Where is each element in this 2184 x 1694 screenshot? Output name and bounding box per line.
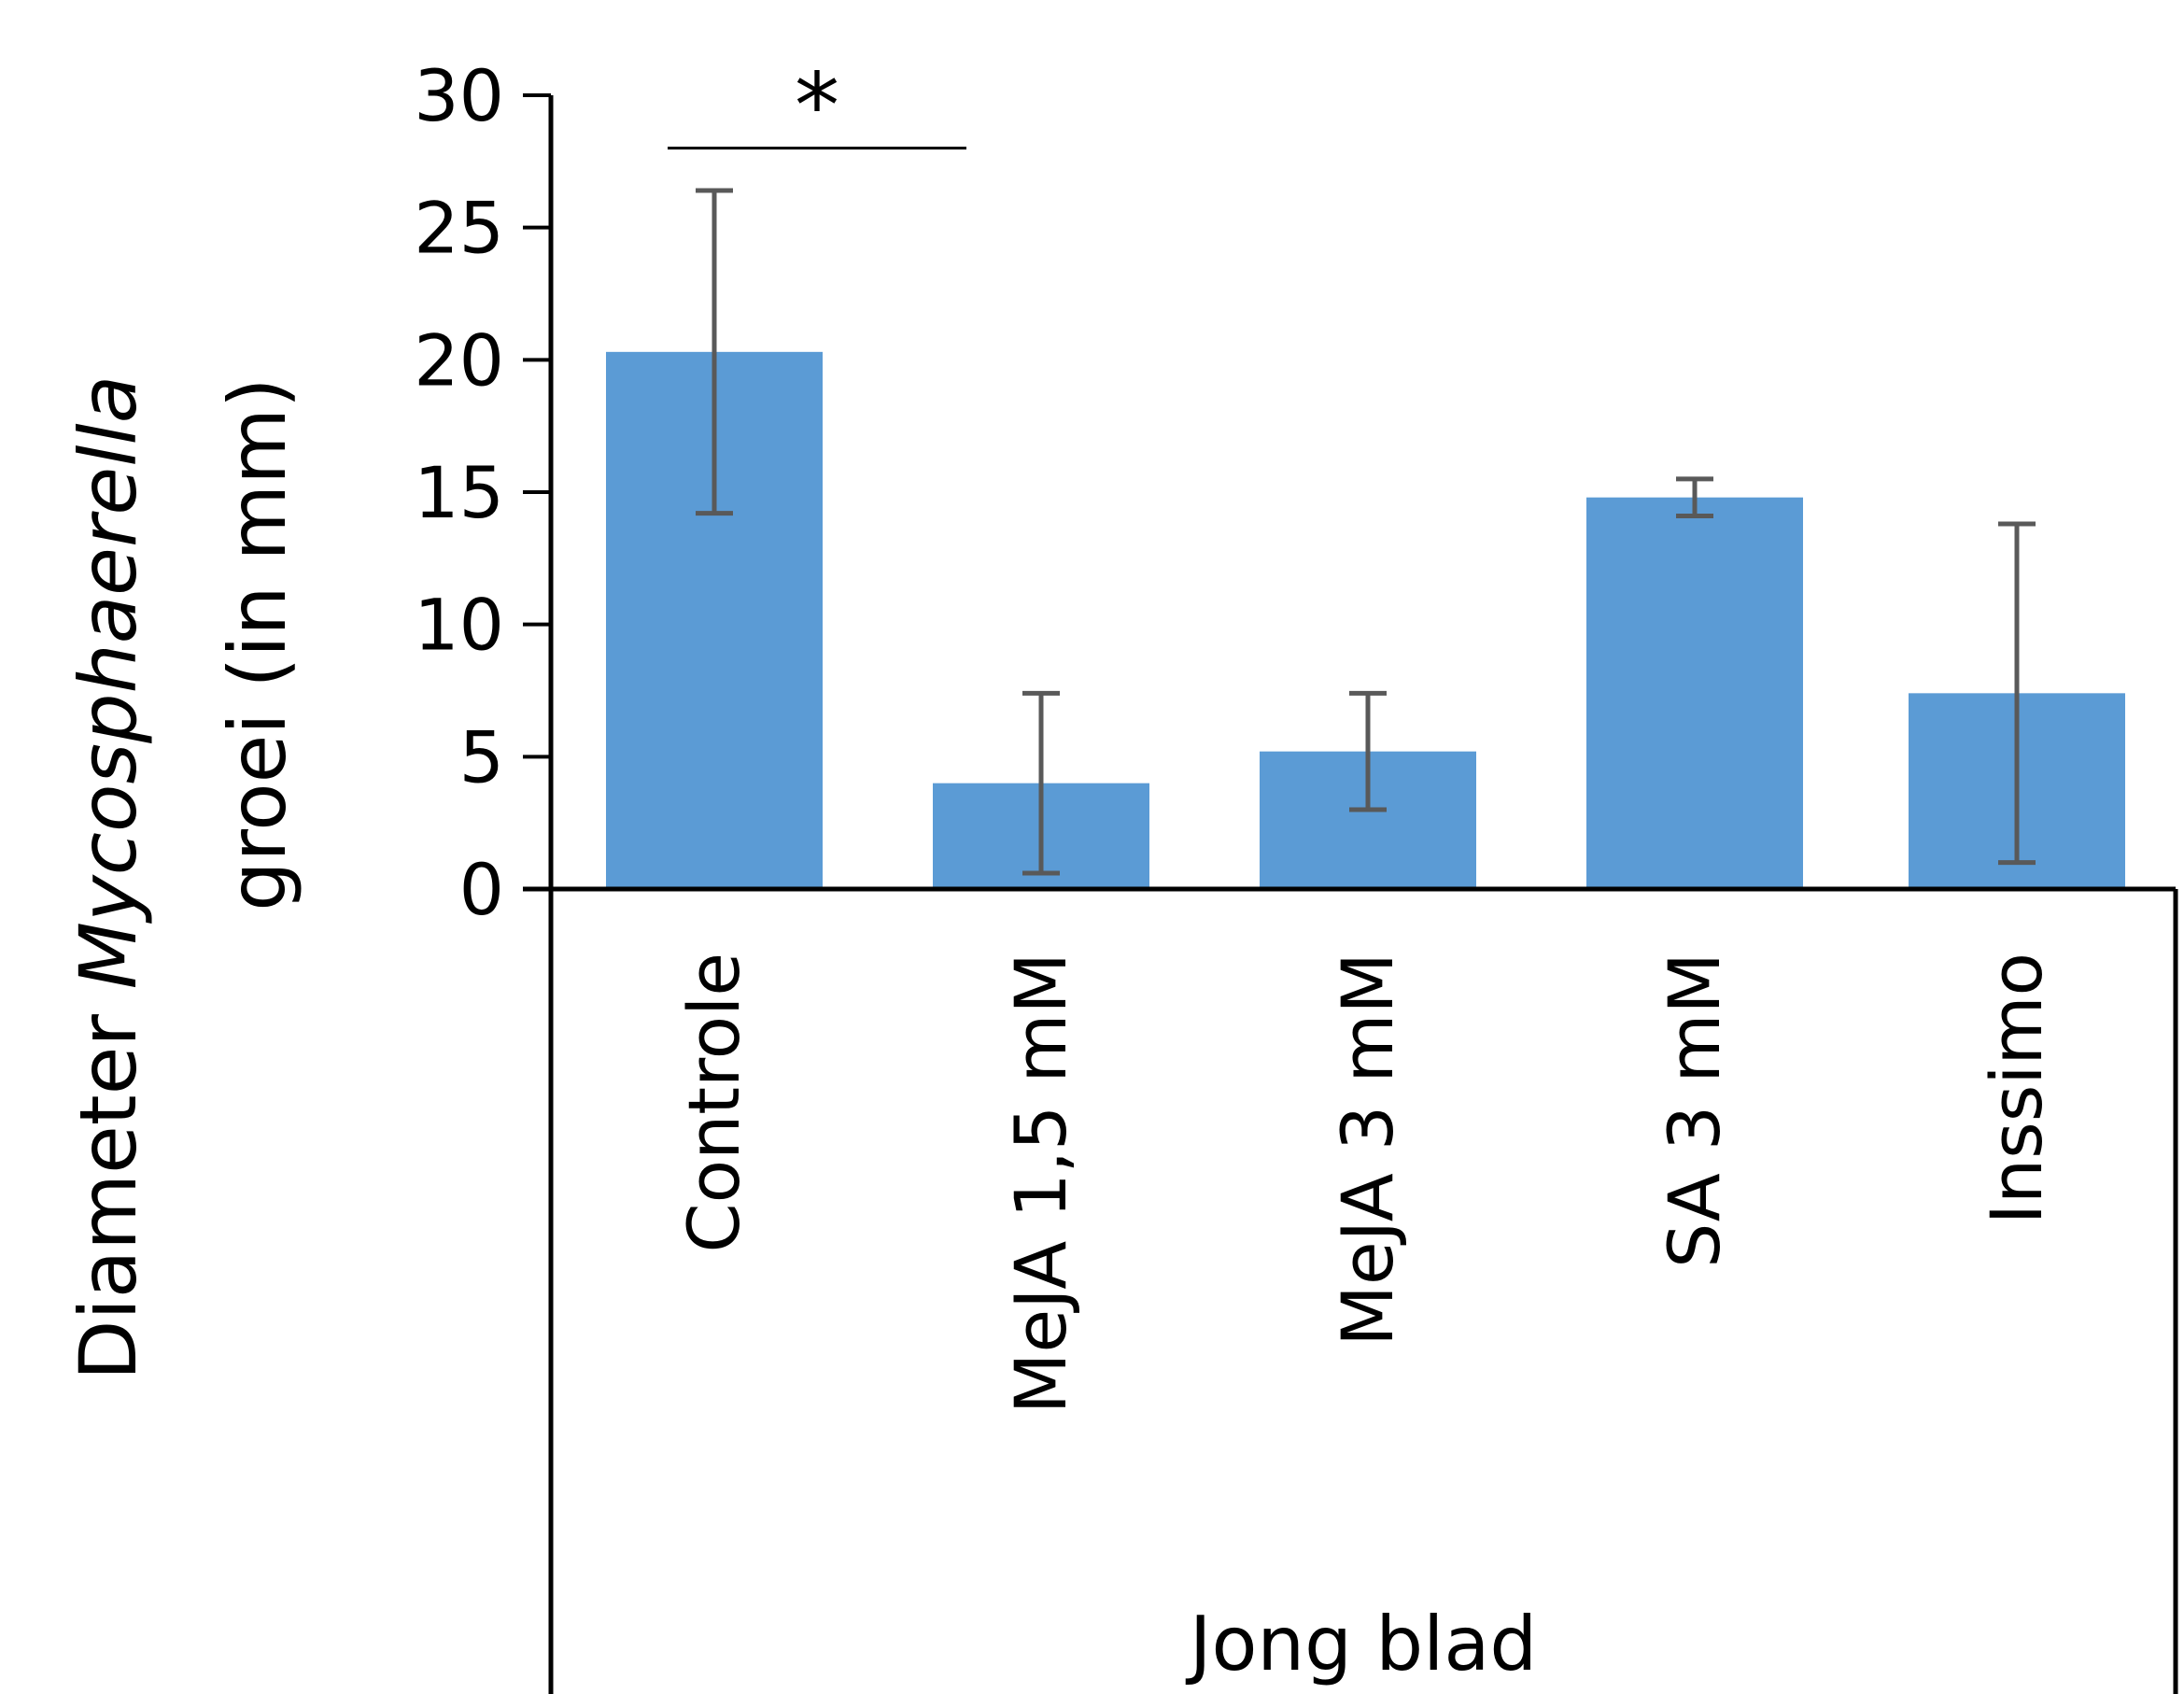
axes (523, 95, 2178, 1694)
error-bar (1998, 521, 2036, 866)
significance-annotation: * (668, 54, 966, 159)
category-label: SA 3 mM (1653, 953, 1736, 1268)
y-tick-label: 30 (414, 54, 504, 137)
bar (1586, 497, 1803, 889)
category-label: MeJA 1,5 mM (999, 953, 1082, 1414)
y-tick-label: 25 (414, 187, 504, 270)
category-labels: Controle MeJA 1,5 mM MeJA 3 mM SA 3 mM Inssi… (672, 953, 2058, 1414)
y-tick-label: 0 (459, 848, 504, 931)
category-label: MeJA 3 mM (1326, 953, 1409, 1347)
category-label: Inssimo (1975, 953, 2058, 1224)
y-axis-title: Diameter Mycosphaerella groei (in mm) (63, 375, 303, 1380)
significance-asterisk: * (795, 54, 839, 159)
error-bar (1022, 690, 1060, 876)
y-axis-ticks: 0 5 10 15 20 25 30 (414, 54, 551, 931)
category-label: Controle (672, 953, 755, 1252)
group-label: Jong blad (1185, 1601, 1537, 1687)
error-bar (1349, 690, 1387, 812)
y-tick-label: 20 (414, 318, 504, 402)
error-bars (696, 188, 2036, 876)
y-tick-label: 5 (459, 715, 504, 798)
y-axis-title-line1: Diameter Mycosphaerella (63, 375, 154, 1380)
y-axis-title-line2: groei (in mm) (212, 377, 303, 911)
error-bar (696, 188, 733, 516)
y-tick-label: 10 (414, 584, 504, 667)
y-tick-label: 15 (414, 451, 504, 534)
error-bar (1676, 476, 1713, 518)
